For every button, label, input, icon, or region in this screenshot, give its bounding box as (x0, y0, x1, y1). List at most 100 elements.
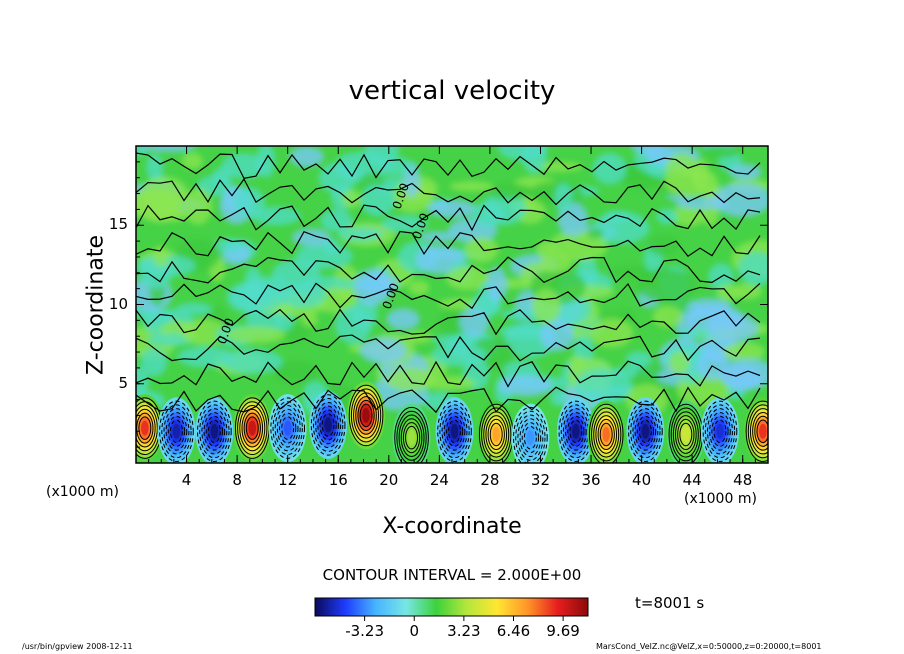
field-patch (497, 374, 553, 397)
velocity-cell-4 (268, 394, 307, 463)
cell-ring (492, 426, 501, 442)
velocity-cell-1 (157, 397, 196, 463)
field-patch (449, 181, 494, 192)
field-patch (445, 266, 491, 291)
zero-contours (136, 152, 761, 414)
x-unit-label-left: (x1000 m) (46, 484, 119, 500)
contour-line (136, 177, 761, 206)
field-patch (226, 326, 286, 344)
cell-ring (362, 407, 370, 423)
field-patch (723, 341, 765, 362)
field-patch (221, 153, 266, 179)
field-patch (386, 308, 420, 330)
field-patch (251, 206, 301, 226)
contour-line (136, 360, 761, 388)
field-patch (540, 253, 572, 273)
field-patch (616, 309, 635, 323)
x-tick-label: 16 (328, 471, 348, 489)
x-tick-label: 44 (682, 471, 702, 489)
field-patch (592, 152, 627, 185)
field-patch (418, 231, 457, 242)
field-patch (360, 184, 396, 217)
field-patch (430, 343, 487, 367)
contour-line (136, 230, 761, 257)
footer-data-source: MarsCond_VelZ.nc@VelZ,x=0:50000,z=0:2000… (596, 642, 822, 651)
contour-line (136, 152, 761, 180)
cell-ring (641, 423, 650, 439)
field-patch (540, 319, 574, 352)
field-patch (426, 199, 477, 219)
field-patch (568, 355, 586, 369)
contour-line (136, 204, 761, 232)
field-patch (152, 246, 169, 268)
field-patch (713, 182, 768, 217)
x-unit-label-right: (x1000 m) (684, 491, 757, 507)
x-tick-label: 40 (632, 471, 652, 489)
field-patch (574, 368, 633, 405)
field-patch (652, 305, 683, 328)
field-patch (212, 167, 231, 185)
x-tick-label: 32 (530, 471, 551, 489)
field-patch (386, 367, 435, 392)
field-patch (318, 162, 357, 194)
y-tick-label: 15 (108, 215, 128, 234)
cell-ring (283, 420, 292, 436)
field-patch (647, 235, 680, 256)
x-axis-label: X-coordinate (382, 514, 522, 539)
field-patch (136, 367, 149, 398)
field-patch (486, 266, 508, 302)
cell-ring (682, 426, 690, 442)
field-patch (586, 227, 604, 239)
field-patch (637, 268, 697, 303)
contour-line (136, 282, 761, 310)
y-axis-label: Z-coordinate (83, 235, 109, 375)
colorbar-tick-label: 6.46 (496, 622, 531, 640)
field-patch (353, 268, 392, 306)
chart-title: vertical velocity (348, 76, 556, 106)
velocity-cell-5 (309, 390, 348, 459)
x-tick-label: 24 (429, 471, 449, 489)
field-patch (181, 319, 228, 346)
field-patch (233, 187, 266, 217)
colorbar-tick-label: 9.69 (546, 622, 580, 640)
velocity-cell-11 (556, 397, 595, 463)
field-patch (222, 348, 283, 374)
velocity-cell-7 (392, 403, 431, 463)
x-tick-label: 48 (733, 471, 753, 489)
field-patch (391, 181, 434, 213)
field-patch (256, 146, 276, 178)
field-patch (408, 280, 430, 296)
field-patch (536, 240, 556, 259)
field-patch (531, 288, 561, 324)
field-patch (350, 299, 378, 330)
footer-program-date: /usr/bin/gpview 2008-12-11 (22, 642, 133, 651)
field-patch (292, 228, 331, 247)
cell-ring (572, 423, 580, 439)
colorbar (314, 597, 589, 617)
y-tick-label: 10 (108, 294, 128, 313)
field-patch (147, 333, 195, 347)
x-tick-label: 20 (379, 471, 399, 489)
x-tick-label: 4 (181, 471, 192, 489)
contour-line (136, 386, 761, 414)
velocity-cell-15 (700, 397, 739, 463)
velocity-cell-10 (511, 403, 550, 463)
cell-ring (602, 426, 611, 442)
velocity-cell-12 (587, 400, 626, 463)
colorbar-tick-label: 3.23 (447, 622, 481, 640)
field-patch (175, 302, 212, 316)
x-tick-label: 8 (232, 471, 242, 489)
velocity-cell-3 (233, 394, 272, 463)
field-patch (484, 183, 533, 200)
field-patch (728, 163, 762, 180)
field-patch (701, 146, 739, 159)
field-patch (141, 146, 197, 153)
field-patch (136, 188, 185, 223)
cell-ring (450, 423, 459, 439)
velocity-cell-8 (435, 397, 474, 463)
field-patch (464, 237, 499, 263)
field-patch (230, 282, 287, 312)
cell-ring (407, 430, 416, 446)
velocity-cell-9 (477, 400, 516, 463)
x-tick-label: 12 (278, 471, 298, 489)
